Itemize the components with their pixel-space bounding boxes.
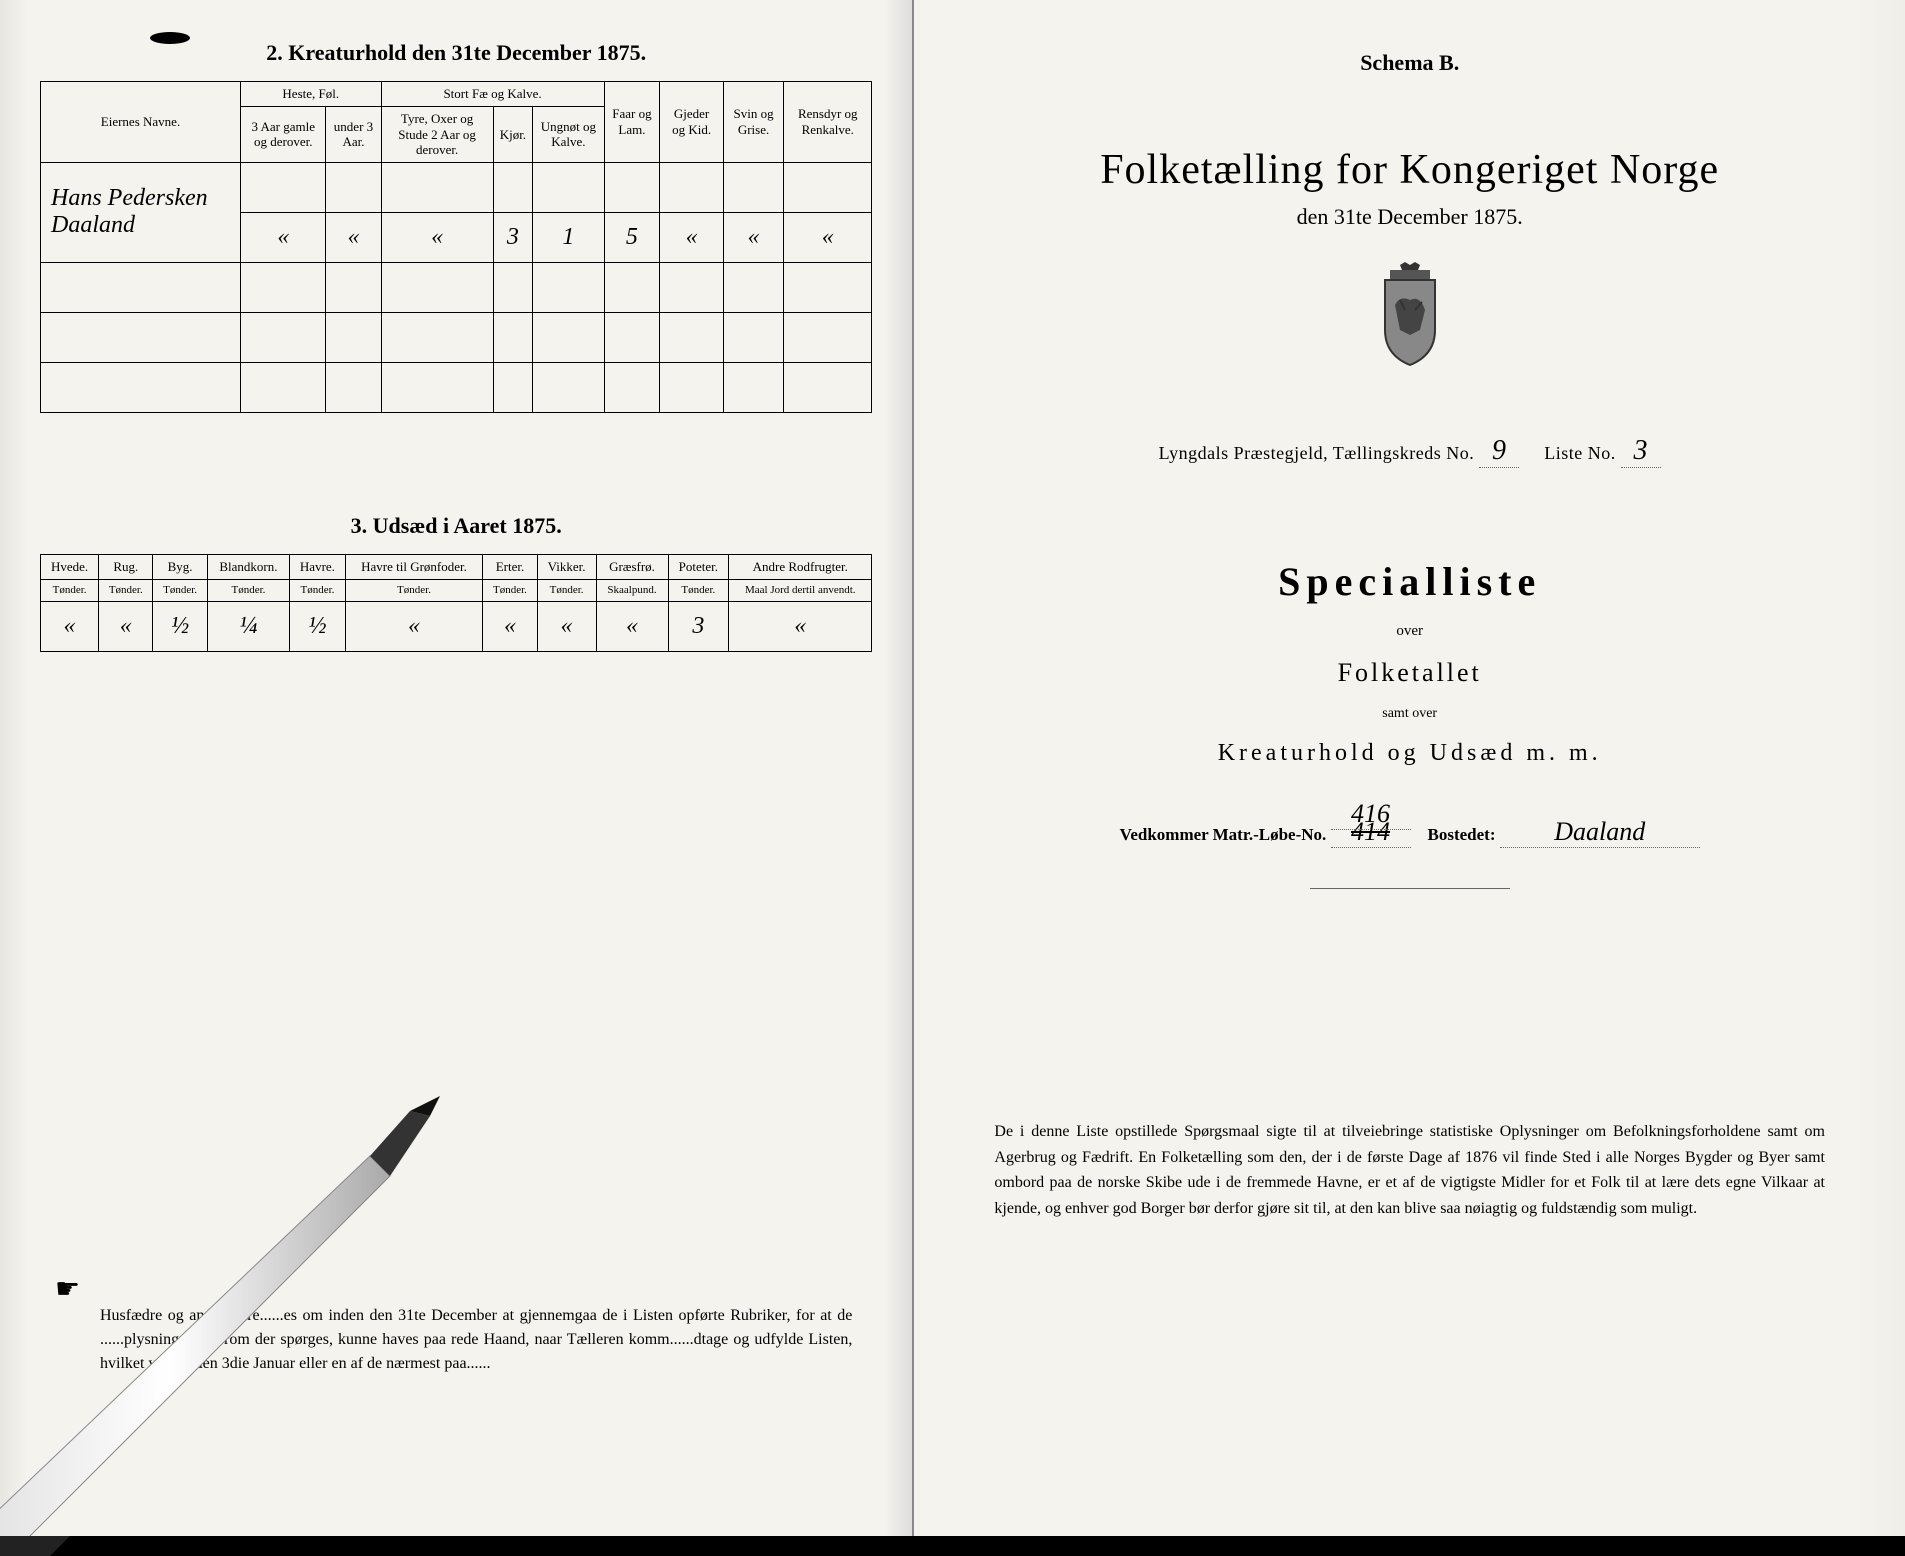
- col-hvede: Hvede.: [41, 554, 99, 579]
- ink-blob: [150, 32, 190, 44]
- pointing-hand-icon: ☛: [55, 1272, 80, 1306]
- bostedet-value: Daaland: [1500, 817, 1700, 848]
- col-h1: 3 Aar gamle og derover.: [241, 107, 326, 163]
- col-rensdyr: Rensdyr og Renkalve.: [784, 82, 872, 163]
- col-h2: under 3 Aar.: [326, 107, 381, 163]
- col-s2: Kjør.: [493, 107, 532, 163]
- col-vikker: Vikker.: [537, 554, 596, 579]
- val-andre: «: [729, 601, 872, 651]
- col-andre: Andre Rodfrugter.: [729, 554, 872, 579]
- left-footer-text: Husfædre og andre Fore......es om inden …: [100, 1304, 852, 1376]
- val-vikker: «: [537, 601, 596, 651]
- col-rug: Rug.: [99, 554, 153, 579]
- folketallet-label: Folketallet: [954, 658, 1865, 688]
- val-byg: ½: [153, 601, 207, 651]
- liste-number: 3: [1621, 435, 1661, 468]
- val-rug: «: [99, 601, 153, 651]
- main-title: Folketælling for Kongeriget Norge: [954, 146, 1865, 194]
- col-gjeder: Gjeder og Kid.: [660, 82, 724, 163]
- val-h2: «: [326, 212, 381, 262]
- col-group-horses: Heste, Føl.: [241, 82, 382, 107]
- samt-over-label: samt over: [954, 706, 1865, 722]
- col-svin: Svin og Grise.: [723, 82, 783, 163]
- matr-no-new: 416: [1331, 799, 1411, 830]
- val-havregron: «: [345, 601, 483, 651]
- over-label: over: [954, 623, 1865, 640]
- val-rensdyr: «: [784, 212, 872, 262]
- section3-title: 3. Udsæd i Aaret 1875.: [40, 513, 872, 539]
- val-poteter: 3: [668, 601, 729, 651]
- table-row: Hans Pedersken Daaland: [41, 162, 872, 212]
- val-s3: 1: [533, 212, 605, 262]
- val-gjeder: «: [660, 212, 724, 262]
- val-hvede: «: [41, 601, 99, 651]
- col-byg: Byg.: [153, 554, 207, 579]
- divider: [1310, 888, 1510, 889]
- schema-label: Schema B.: [954, 50, 1865, 76]
- coat-of-arms-icon: [1360, 260, 1460, 370]
- col-bland: Blandkorn.: [207, 554, 289, 579]
- sowing-table: Hvede. Rug. Byg. Blandkorn. Havre. Havre…: [40, 554, 872, 652]
- section2-title: 2. Kreaturhold den 31te December 1875.: [40, 40, 872, 66]
- col-havre: Havre.: [290, 554, 346, 579]
- matr-line: Vedkommer Matr.-Løbe-No. 416 414 Bostede…: [954, 817, 1865, 848]
- owner-header: Eiernes Navne.: [41, 82, 241, 163]
- table-row: [41, 262, 872, 312]
- specialliste-heading: Specialliste: [954, 558, 1865, 605]
- kreaturhold-label: Kreaturhold og Udsæd m. m.: [954, 740, 1865, 767]
- col-erter: Erter.: [483, 554, 537, 579]
- val-svin: «: [723, 212, 783, 262]
- val-bland: ¼: [207, 601, 289, 651]
- date-line: den 31te December 1875.: [954, 204, 1865, 230]
- val-faar: 5: [604, 212, 660, 262]
- right-footer-text: De i denne Liste opstillede Spørgsmaal s…: [954, 1119, 1865, 1221]
- table-row: [41, 312, 872, 362]
- livestock-table: Eiernes Navne. Heste, Føl. Stort Fæ og K…: [40, 81, 872, 413]
- col-s3: Ungnøt og Kalve.: [533, 107, 605, 163]
- val-h1: «: [241, 212, 326, 262]
- left-page: 2. Kreaturhold den 31te December 1875. E…: [0, 0, 914, 1536]
- kreds-number: 9: [1479, 435, 1519, 468]
- val-graesfro: «: [596, 601, 668, 651]
- col-poteter: Poteter.: [668, 554, 729, 579]
- col-group-cattle: Stort Fæ og Kalve.: [381, 82, 604, 107]
- val-havre: ½: [290, 601, 346, 651]
- owner-name: Hans Pedersken Daaland: [41, 162, 241, 262]
- table-row: « « ½ ¼ ½ « « « « 3 «: [41, 601, 872, 651]
- col-havregron: Havre til Grønfoder.: [345, 554, 483, 579]
- val-erter: «: [483, 601, 537, 651]
- right-page: Schema B. Folketælling for Kongeriget No…: [914, 0, 1905, 1536]
- col-faar: Faar og Lam.: [604, 82, 660, 163]
- val-s1: «: [381, 212, 493, 262]
- col-s1: Tyre, Oxer og Stude 2 Aar og derover.: [381, 107, 493, 163]
- district-line: Lyngdals Præstegjeld, Tællingskreds No. …: [954, 435, 1865, 468]
- table-row: [41, 362, 872, 412]
- val-s2: 3: [493, 212, 532, 262]
- col-graesfro: Græsfrø.: [596, 554, 668, 579]
